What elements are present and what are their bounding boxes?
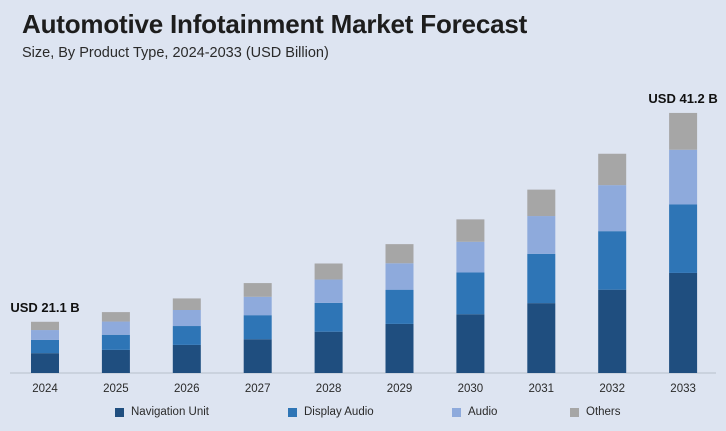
legend: Navigation Unit Display Audio Audio Othe… [0,406,726,426]
legend-item-display-audio: Display Audio [288,406,374,418]
x-tick-label-2032: 2032 [599,383,625,395]
bar-audio-2030 [456,241,485,273]
x-tick-label-2025: 2025 [103,383,129,395]
bar-navigation-unit-2032 [598,289,627,373]
bar-navigation-unit-2024 [31,353,59,373]
value-annotations: USD 21.1 B USD 41.2 B [10,91,717,315]
x-tick-label-2028: 2028 [316,383,342,395]
legend-label-navigation-unit: Navigation Unit [131,406,209,418]
bar-display-audio-2027 [243,315,272,340]
chart-title: Automotive Infotainment Market Forecast [22,9,528,39]
legend-swatch-audio [452,407,461,417]
bar-group-2024 [31,321,59,373]
bar-display-audio-2024 [31,339,59,354]
bar-display-audio-2033 [669,204,698,273]
bar-audio-2026 [172,309,201,327]
legend-item-navigation-unit: Navigation Unit [115,406,209,418]
bar-display-audio-2029 [385,289,414,324]
legend-label-others: Others [586,406,621,418]
bar-groups [31,112,698,373]
bar-others-2027 [243,283,272,297]
bar-audio-2032 [598,185,627,232]
bar-navigation-unit-2031 [527,303,556,373]
bar-others-2028 [314,263,343,280]
legend-label-display-audio: Display Audio [304,406,374,418]
x-tick-labels: 2024 2025 2026 2027 2028 2029 2030 2031 2032 2033 [32,383,696,395]
bar-audio-2029 [385,263,414,290]
bar-display-audio-2030 [456,272,485,315]
bar-group-2032 [598,153,627,373]
x-tick-label-2027: 2027 [245,383,271,395]
x-tick-label-2024: 2024 [32,383,58,395]
annotation-total-2033: USD 41.2 B [648,91,717,106]
bar-group-2029 [385,244,414,373]
bar-display-audio-2028 [314,302,343,332]
bar-others-2026 [172,298,201,310]
bar-others-2031 [527,189,556,217]
bar-navigation-unit-2025 [101,349,130,373]
bar-navigation-unit-2028 [314,331,343,373]
bar-audio-2025 [101,321,130,335]
bar-group-2031 [527,189,556,373]
legend-label-audio: Audio [468,406,498,418]
legend-swatch-display-audio [288,407,297,417]
bar-group-2033 [669,112,698,373]
bar-others-2030 [456,219,485,242]
bar-audio-2031 [527,216,556,254]
bar-display-audio-2032 [598,231,627,290]
bar-group-2030 [456,219,485,373]
bar-display-audio-2031 [527,253,556,304]
bar-audio-2033 [669,149,698,205]
bar-others-2025 [101,312,130,322]
bar-group-2025 [101,312,130,373]
bar-others-2024 [31,321,59,331]
bar-group-2027 [243,283,272,373]
x-tick-label-2030: 2030 [458,383,484,395]
bar-others-2029 [385,244,414,264]
bar-group-2026 [172,298,201,373]
x-tick-label-2033: 2033 [670,383,696,395]
bar-navigation-unit-2030 [456,314,485,373]
legend-swatch-navigation-unit [115,407,124,417]
bar-group-2028 [314,263,343,373]
bar-navigation-unit-2027 [243,339,272,373]
bar-navigation-unit-2029 [385,323,414,373]
bar-navigation-unit-2026 [172,344,201,373]
x-tick-label-2029: 2029 [387,383,413,395]
bar-display-audio-2025 [101,334,130,350]
bar-audio-2028 [314,279,343,303]
x-tick-label-2026: 2026 [174,383,200,395]
bar-navigation-unit-2033 [669,272,698,373]
annotation-total-2024: USD 21.1 B [10,300,79,315]
bar-others-2033 [669,112,698,150]
chart-subtitle: Size, By Product Type, 2024-2033 (USD Bi… [22,45,329,61]
bar-audio-2027 [243,296,272,316]
bar-display-audio-2026 [172,326,201,345]
legend-item-audio: Audio [452,406,497,418]
bar-audio-2024 [31,330,59,340]
x-tick-label-2031: 2031 [529,383,555,395]
bar-others-2032 [598,153,627,186]
legend-item-others: Others [570,406,621,418]
legend-swatch-others [570,407,579,417]
